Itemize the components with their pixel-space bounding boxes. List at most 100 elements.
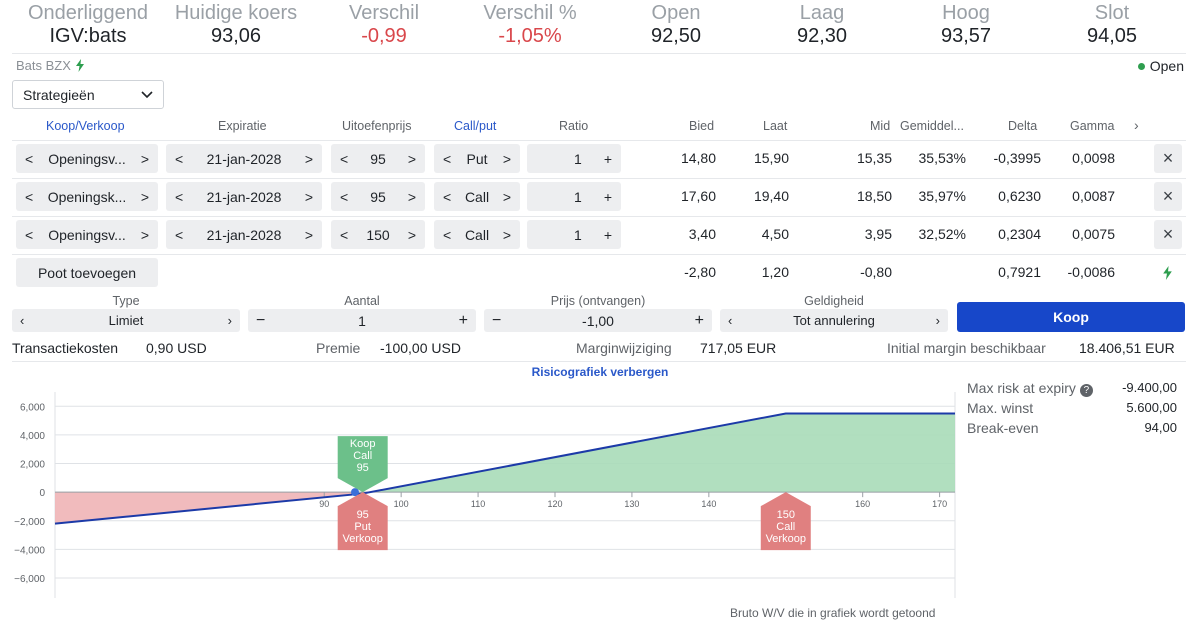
expiry-selector[interactable]: <21-jan-2028 >: [166, 220, 322, 249]
quote-value: 92,30: [796, 25, 848, 47]
col-header-type[interactable]: Call/put: [454, 119, 497, 133]
col-header-iv[interactable]: Gemiddel...: [900, 119, 964, 133]
validity-select[interactable]: ‹ Tot annulering ›: [720, 309, 948, 332]
initial-margin-value: 18.406,51 EUR: [1079, 340, 1175, 356]
marker-label: Koop: [350, 438, 376, 450]
col-header-ratio[interactable]: Ratio: [559, 119, 589, 133]
chevron-left-icon[interactable]: <: [443, 226, 452, 243]
order-type-value: Limiet: [108, 313, 144, 328]
col-header-bid[interactable]: Bied: [689, 119, 715, 133]
chevron-right-icon[interactable]: >: [407, 188, 416, 205]
y-tick-label: −6,000: [14, 574, 45, 585]
chevron-right-icon[interactable]: >: [407, 150, 416, 167]
quote-label: Verschil: [348, 2, 420, 24]
chevron-left-icon[interactable]: <: [25, 188, 34, 205]
chevron-left-icon[interactable]: <: [175, 188, 184, 205]
marker-label: Put: [354, 521, 371, 533]
col-header-delta[interactable]: Delta: [1008, 119, 1038, 133]
plus-icon[interactable]: +: [603, 226, 612, 243]
col-header-mid[interactable]: Mid: [870, 119, 891, 133]
price-stepper[interactable]: − -1,00 +: [484, 309, 712, 332]
chevron-right-icon[interactable]: >: [140, 150, 149, 167]
help-icon[interactable]: ?: [1079, 384, 1093, 397]
minus-icon[interactable]: −: [256, 311, 266, 329]
chevron-right-icon[interactable]: >: [304, 150, 313, 167]
quote-item: Verschil % -1,05%: [455, 2, 605, 48]
side-selector[interactable]: < Openingsv... >: [16, 220, 158, 249]
chevron-right-icon[interactable]: >: [407, 226, 416, 243]
expiry-selector[interactable]: <21-jan-2028 >: [166, 144, 322, 173]
buy-button[interactable]: Koop: [957, 302, 1185, 332]
chevron-right-icon[interactable]: >: [140, 226, 149, 243]
call-put-selector[interactable]: < Call >: [434, 220, 520, 249]
plus-icon[interactable]: +: [458, 311, 468, 329]
chevron-left-icon[interactable]: <: [340, 226, 349, 243]
ask-price: 15,90: [753, 150, 789, 166]
lightning-icon: [75, 59, 84, 72]
strike-selector[interactable]: <95 >: [331, 182, 425, 211]
chevron-left-icon[interactable]: <: [25, 150, 34, 167]
chevron-right-icon[interactable]: >: [502, 150, 511, 167]
quote-label: Hoog: [942, 2, 990, 24]
col-header-side[interactable]: Koop/Verkoop: [46, 119, 125, 133]
minus-icon[interactable]: −: [492, 311, 502, 329]
quantity-stepper[interactable]: − 1 +: [248, 309, 476, 332]
table-row: < Openingsv... > <21-jan-2028 > <95 > < Put >1 +14…: [0, 144, 1200, 174]
mid-price: 3,95: [864, 226, 892, 242]
chevron-right-icon[interactable]: ›: [227, 313, 232, 328]
columns-next-icon[interactable]: ›: [1134, 117, 1139, 133]
col-header-strike[interactable]: Uitoefenprijs: [342, 119, 412, 133]
remove-leg-close-icon[interactable]: ×: [1154, 220, 1182, 249]
col-header-ask[interactable]: Laat: [763, 119, 788, 133]
chevron-right-icon[interactable]: >: [304, 226, 313, 243]
y-tick-label: 6,000: [20, 402, 45, 413]
toggle-risk-chart-link[interactable]: Risicografiek verbergen: [531, 365, 669, 379]
chevron-right-icon[interactable]: >: [304, 188, 313, 205]
price-value[interactable]: -1,00: [582, 312, 614, 329]
risk-summary-value: -9.400,00: [1122, 380, 1177, 395]
chevron-right-icon[interactable]: >: [502, 188, 511, 205]
side-selector[interactable]: < Openingsk... >: [16, 182, 158, 211]
chevron-right-icon[interactable]: ›: [935, 313, 940, 328]
ratio-stepper[interactable]: 1 +: [527, 144, 621, 173]
call-put-selector[interactable]: < Call >: [434, 182, 520, 211]
chevron-left-icon[interactable]: <: [175, 150, 184, 167]
gamma-value: 0,0098: [1072, 150, 1115, 166]
call-put-selector[interactable]: < Put >: [434, 144, 520, 173]
chevron-left-icon[interactable]: <: [175, 226, 184, 243]
remove-leg-close-icon[interactable]: ×: [1154, 144, 1182, 173]
plus-icon[interactable]: +: [694, 311, 704, 329]
side-selector[interactable]: < Openingsv... >: [16, 144, 158, 173]
chevron-left-icon[interactable]: <: [443, 150, 452, 167]
chevron-left-icon[interactable]: <: [340, 188, 349, 205]
risk-chart: 6,000 4,000 2,000 0 −2,000 −4,000 −6,000 90 100 1…: [14, 392, 956, 598]
expiry-selector[interactable]: <21-jan-2028 >: [166, 182, 322, 211]
plus-icon[interactable]: +: [603, 150, 612, 167]
delta-value: -0,3995: [993, 150, 1041, 166]
quote-value: 93,57: [940, 25, 992, 47]
remove-leg-close-icon[interactable]: ×: [1154, 182, 1182, 211]
chevron-left-icon[interactable]: ‹: [20, 313, 25, 328]
strategy-select[interactable]: Strategieën: [12, 80, 164, 109]
risk-summary-label: Break-even: [967, 420, 1039, 436]
plus-icon[interactable]: +: [603, 188, 612, 205]
strike-selector[interactable]: <150 >: [331, 220, 425, 249]
x-tick-label: 170: [932, 499, 947, 509]
chevron-right-icon[interactable]: >: [140, 188, 149, 205]
add-leg-button[interactable]: Poot toevoegen: [16, 258, 158, 287]
marker-label: 95: [357, 462, 369, 474]
ask-price: 19,40: [753, 188, 789, 204]
order-type-select[interactable]: ‹ Limiet ›: [12, 309, 240, 332]
chevron-left-icon[interactable]: <: [25, 226, 34, 243]
col-header-gamma[interactable]: Gamma: [1070, 119, 1115, 133]
quantity-value[interactable]: 1: [358, 312, 366, 329]
chevron-left-icon[interactable]: <: [340, 150, 349, 167]
chevron-left-icon[interactable]: ‹: [728, 313, 733, 328]
chevron-right-icon[interactable]: >: [502, 226, 511, 243]
ratio-stepper[interactable]: 1 +: [527, 220, 621, 249]
risk-summary-label-text: Max. winst: [967, 400, 1034, 416]
col-header-expiry[interactable]: Expiratie: [218, 119, 267, 133]
ratio-stepper[interactable]: 1 +: [527, 182, 621, 211]
strike-selector[interactable]: <95 >: [331, 144, 425, 173]
chevron-left-icon[interactable]: <: [443, 188, 452, 205]
